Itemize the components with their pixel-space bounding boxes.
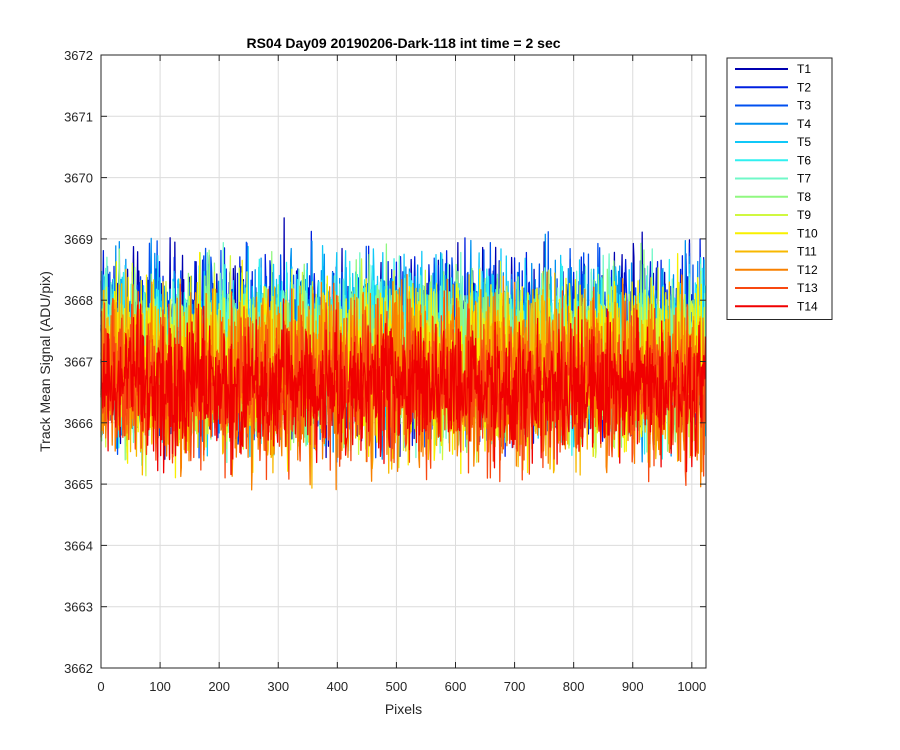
y-axis-ticks: 3662 3663 3664 3665 3666 3667 3668 3669 3670 3671…	[64, 48, 706, 676]
y-tick-label: 3671	[64, 109, 93, 124]
legend-label-t3: T3	[797, 99, 811, 113]
x-tick-label: 800	[563, 679, 585, 694]
x-axis-ticks: 0 100 200 300 400 500 600 700 800 900 1000	[97, 55, 706, 694]
series-line-t14	[100, 298, 707, 476]
y-tick-label: 3664	[64, 538, 93, 553]
legend-label-t4: T4	[797, 117, 811, 131]
legend-label-t5: T5	[797, 135, 811, 149]
x-tick-label: 900	[622, 679, 644, 694]
y-tick-label: 3672	[64, 48, 93, 63]
x-tick-label: 700	[504, 679, 526, 694]
x-tick-label: 300	[267, 679, 289, 694]
legend-label-t10: T10	[797, 226, 818, 240]
y-tick-label: 3669	[64, 232, 93, 247]
legend-label-t1: T1	[797, 62, 811, 76]
y-tick-label: 3670	[64, 171, 93, 186]
x-tick-label: 200	[208, 679, 230, 694]
series-lines	[100, 217, 707, 491]
x-tick-label: 100	[149, 679, 171, 694]
x-axis-label: Pixels	[385, 701, 422, 717]
series-line-t13	[100, 282, 707, 487]
x-tick-label: 600	[445, 679, 467, 694]
x-tick-label: 500	[386, 679, 408, 694]
y-axis-label: Track Mean Signal (ADU/pix)	[37, 271, 53, 452]
y-tick-label: 3662	[64, 661, 93, 676]
y-tick-label: 3665	[64, 477, 93, 492]
y-tick-label: 3667	[64, 355, 93, 370]
chart-title: RS04 Day09 20190206-Dark-118 int time = …	[246, 35, 560, 51]
legend: T1 T2 T3 T4 T5 T6 T7 T8 T9 T10 T11 T12 T13 T14	[726, 57, 833, 320]
x-tick-label: 1000	[677, 679, 706, 694]
y-tick-label: 3666	[64, 416, 93, 431]
legend-box	[726, 57, 833, 320]
legend-label-t8: T8	[797, 190, 811, 204]
legend-label-t2: T2	[797, 80, 811, 94]
legend-label-t12: T12	[797, 263, 818, 277]
legend-label-t7: T7	[797, 172, 811, 186]
legend-label-t14: T14	[797, 299, 818, 313]
x-tick-label: 0	[97, 679, 104, 694]
legend-label-t11: T11	[797, 245, 817, 259]
legend-label-t9: T9	[797, 208, 811, 222]
y-tick-label: 3668	[64, 293, 93, 308]
legend-label-t6: T6	[797, 153, 811, 167]
legend-label-t13: T13	[797, 281, 818, 295]
x-tick-label: 400	[326, 679, 348, 694]
y-tick-label: 3663	[64, 600, 93, 615]
